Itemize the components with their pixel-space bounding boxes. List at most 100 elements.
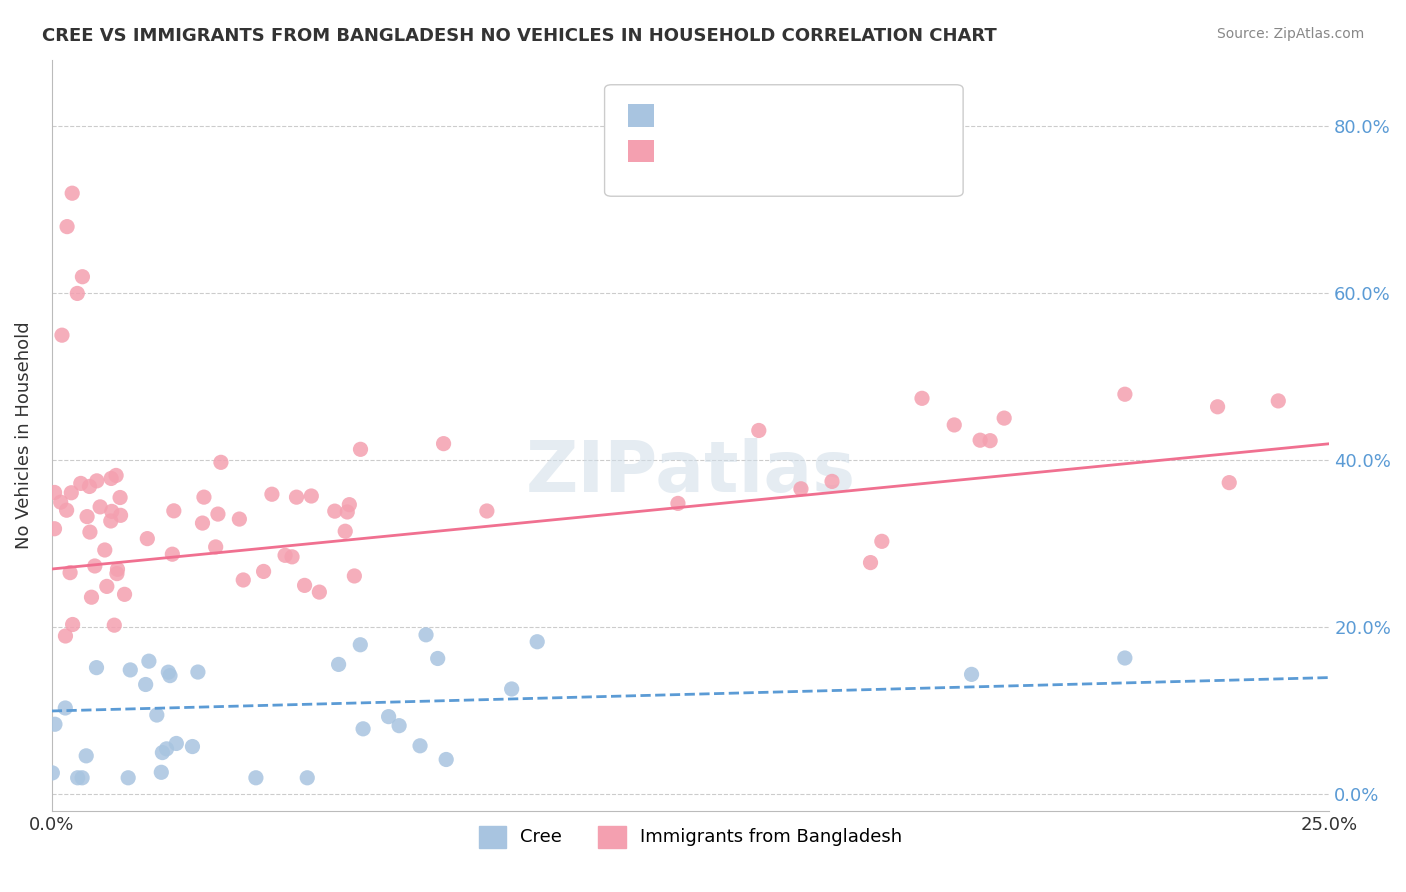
Point	[191, 516, 214, 530]
Point	[352, 722, 374, 736]
Point	[60, 186, 83, 201]
Point	[260, 487, 283, 501]
Point	[105, 468, 128, 483]
Point	[59, 566, 82, 580]
Point	[979, 434, 1001, 448]
Y-axis label: No Vehicles in Household: No Vehicles in Household	[15, 322, 32, 549]
Point	[337, 498, 360, 512]
Point	[859, 556, 882, 570]
Text: Source: ZipAtlas.com: Source: ZipAtlas.com	[1216, 27, 1364, 41]
Point	[228, 512, 250, 526]
Point	[409, 739, 432, 753]
Point	[66, 286, 89, 301]
Point	[526, 634, 548, 648]
Point	[150, 765, 173, 780]
Point	[117, 771, 139, 785]
Point	[870, 534, 893, 549]
Point	[155, 742, 177, 756]
Point	[1218, 475, 1240, 490]
Point	[162, 547, 184, 561]
Point	[108, 491, 131, 505]
Point	[72, 269, 94, 284]
Point	[209, 455, 232, 469]
Point	[53, 701, 76, 715]
Point	[328, 657, 350, 672]
Point	[911, 392, 934, 406]
Point	[181, 739, 204, 754]
Point	[790, 482, 813, 496]
Point	[62, 617, 84, 632]
Point	[475, 504, 498, 518]
Point	[94, 543, 117, 558]
Point	[69, 476, 91, 491]
Point	[96, 579, 118, 593]
Text: ZIPatlas: ZIPatlas	[526, 439, 856, 508]
Point	[51, 328, 73, 343]
Point	[41, 765, 63, 780]
Point	[299, 489, 322, 503]
Point	[187, 665, 209, 679]
Point	[335, 524, 357, 539]
Point	[157, 665, 180, 680]
Text: R =  0.227   N = 74: R = 0.227 N = 74	[665, 141, 856, 159]
Point	[821, 475, 844, 489]
Text: R =  0.131   N = 35: R = 0.131 N = 35	[665, 105, 856, 123]
Point	[163, 504, 186, 518]
Point	[281, 549, 304, 564]
Point	[415, 628, 437, 642]
Point	[89, 500, 111, 514]
Point	[83, 559, 105, 574]
Point	[501, 681, 523, 696]
Point	[748, 424, 770, 438]
Point	[79, 479, 101, 493]
Point	[666, 496, 689, 510]
Point	[159, 668, 181, 682]
Point	[165, 736, 187, 750]
Point	[86, 660, 108, 674]
Point	[349, 442, 371, 457]
Point	[323, 504, 346, 518]
Point	[146, 708, 169, 723]
Point	[66, 771, 89, 785]
Point	[349, 638, 371, 652]
Point	[56, 219, 79, 234]
Point	[294, 578, 316, 592]
Point	[86, 474, 108, 488]
Point	[110, 508, 132, 523]
Point	[107, 562, 129, 576]
Point	[105, 566, 128, 581]
Point	[44, 485, 66, 500]
Point	[1114, 651, 1136, 665]
Point	[100, 471, 122, 485]
Point	[1114, 387, 1136, 401]
Legend: Cree, Immigrants from Bangladesh: Cree, Immigrants from Bangladesh	[471, 818, 910, 855]
Point	[79, 524, 101, 539]
Point	[75, 748, 97, 763]
Point	[274, 549, 297, 563]
Point	[193, 490, 215, 504]
Point	[969, 433, 991, 447]
Point	[55, 503, 77, 517]
Point	[138, 654, 160, 668]
Point	[388, 719, 411, 733]
Point	[343, 569, 366, 583]
Point	[285, 490, 308, 504]
Point	[207, 507, 229, 521]
Point	[308, 585, 330, 599]
Point	[204, 540, 226, 554]
Point	[960, 667, 983, 681]
Point	[44, 717, 66, 731]
Point	[1206, 400, 1229, 414]
Point	[100, 504, 122, 518]
Point	[245, 771, 267, 785]
Point	[232, 573, 254, 587]
Point	[135, 677, 157, 691]
Point	[60, 485, 83, 500]
Point	[114, 587, 136, 601]
Point	[100, 514, 122, 528]
Point	[377, 709, 399, 723]
Point	[49, 495, 72, 509]
Point	[434, 752, 457, 766]
Point	[1267, 393, 1289, 408]
Point	[432, 436, 454, 450]
